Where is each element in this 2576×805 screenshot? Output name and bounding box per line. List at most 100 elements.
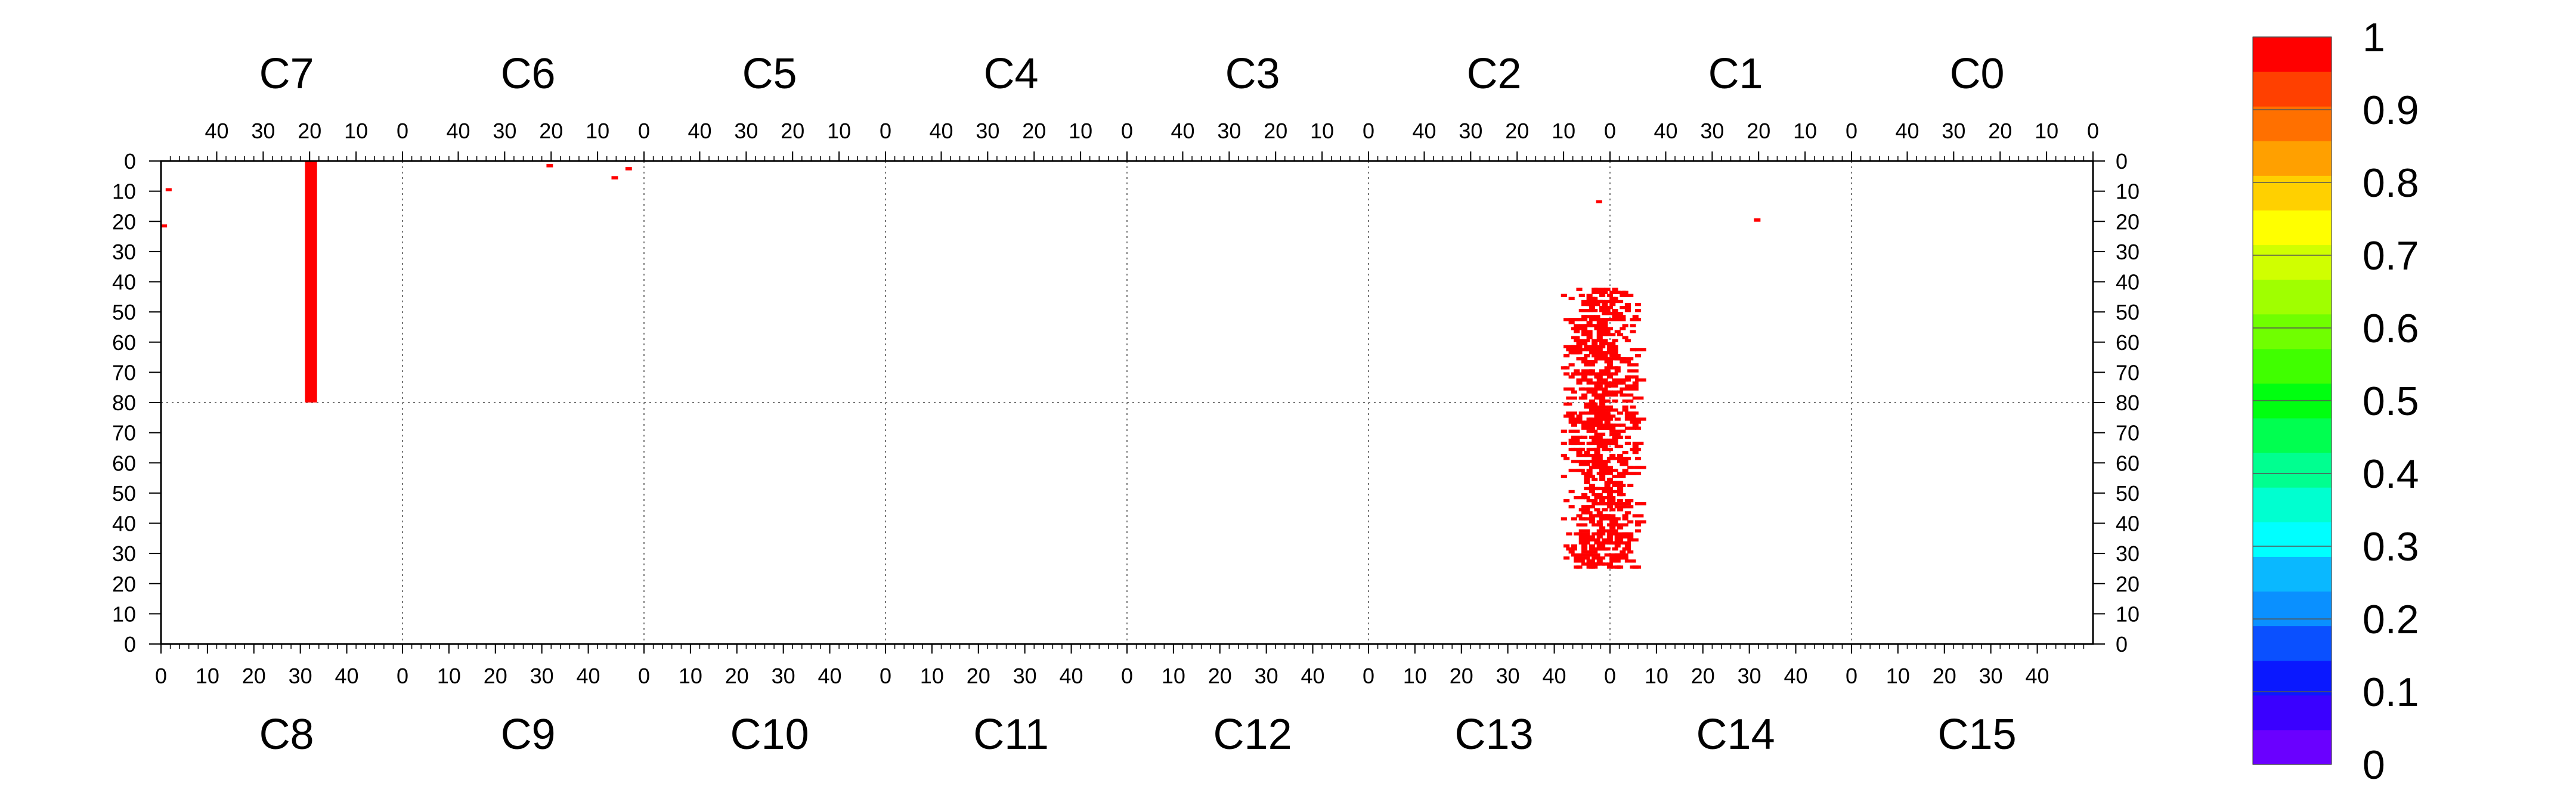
y-tick-label-left: 0 xyxy=(124,149,136,174)
hit-pixel xyxy=(1609,526,1616,530)
hit-pixel xyxy=(1632,441,1644,445)
hit-pixel xyxy=(1563,544,1570,548)
colorbar-segment xyxy=(2253,626,2332,661)
hit-pixel xyxy=(1571,544,1578,548)
hit-pixel xyxy=(1568,490,1575,494)
hit-pixel xyxy=(1581,375,1588,379)
x-tick-label-top: 0 xyxy=(1846,119,1857,143)
y-tick-label-right: 80 xyxy=(2116,391,2140,415)
colorbar-label: 0.4 xyxy=(2363,451,2419,497)
y-tick-label-left: 10 xyxy=(112,602,136,626)
hit-pixel xyxy=(1592,339,1598,343)
hit-pixel xyxy=(1599,544,1606,548)
hit-pixel xyxy=(611,176,618,179)
hit-pixel xyxy=(1604,390,1611,394)
hit-pixel xyxy=(1624,544,1631,548)
hit-pixel xyxy=(1624,532,1631,536)
x-tick-label-bottom: 0 xyxy=(1121,664,1133,688)
x-tick-label-top: 40 xyxy=(1171,119,1194,143)
hit-pixel xyxy=(1584,556,1590,560)
hit-pixel xyxy=(1571,390,1578,394)
x-tick-label-top: 10 xyxy=(586,119,609,143)
hit-pixel xyxy=(1561,517,1567,521)
hit-pixel xyxy=(1592,405,1603,409)
hit-pixel xyxy=(1578,469,1585,472)
x-tick-label-bottom: 0 xyxy=(1604,664,1616,688)
hit-pixel xyxy=(1584,475,1595,478)
hit-pixel xyxy=(1604,420,1611,424)
hit-pixel xyxy=(1612,490,1618,494)
colorbar-segment xyxy=(2253,522,2332,557)
hit-pixel xyxy=(1584,538,1590,542)
hit-pixel xyxy=(1609,496,1616,500)
chip-label-bottom: C11 xyxy=(973,711,1049,758)
hit-pixel xyxy=(1614,502,1626,506)
x-tick-label-top: 20 xyxy=(1988,119,2012,143)
hit-pixel xyxy=(1596,339,1603,343)
hit-pixel xyxy=(1604,484,1611,488)
x-tick-label-bottom: 30 xyxy=(1496,664,1520,688)
hit-pixel xyxy=(1614,517,1621,521)
x-tick-label-top: 30 xyxy=(493,119,516,143)
hit-pixel xyxy=(1568,417,1575,421)
hit-pixel xyxy=(1576,287,1583,291)
hit-pixel xyxy=(1594,496,1606,500)
hit-pixel xyxy=(1589,535,1595,539)
hit-pixel xyxy=(1602,426,1608,430)
hit-pixel xyxy=(1568,296,1575,301)
hit-pixel xyxy=(1594,411,1606,415)
hit-pixel xyxy=(1606,393,1618,397)
hit-pixel xyxy=(1581,472,1588,475)
x-tick-label-top: 10 xyxy=(344,119,368,143)
hit-pixel xyxy=(1566,402,1572,406)
x-tick-label-top: 0 xyxy=(1121,119,1133,143)
x-tick-label-bottom: 0 xyxy=(1846,664,1857,688)
hit-pixel xyxy=(1561,475,1567,478)
x-tick-label-bottom: 10 xyxy=(1162,664,1185,688)
hit-pixel xyxy=(1581,426,1588,430)
x-tick-label-top: 30 xyxy=(976,119,999,143)
hit-pixel xyxy=(1581,369,1593,373)
hit-pixel xyxy=(1627,484,1634,488)
colorbar-segment xyxy=(2253,244,2332,280)
grid-layer xyxy=(161,161,2093,644)
hit-pixel xyxy=(1622,553,1628,557)
hit-pixel xyxy=(1599,438,1611,442)
hit-pixel xyxy=(1606,375,1613,379)
x-tick-label-bottom: 20 xyxy=(1933,664,1956,688)
hit-pixel xyxy=(1563,556,1570,560)
hit-pixel xyxy=(1599,414,1611,418)
hit-pixel xyxy=(1576,565,1583,569)
x-tick-label-bottom: 40 xyxy=(1060,664,1083,688)
hit-pixel xyxy=(1589,441,1595,445)
hit-pixel xyxy=(1599,342,1606,346)
hit-pixel xyxy=(1609,523,1616,527)
hit-pixel xyxy=(1612,309,1618,312)
hit-pixel xyxy=(1576,414,1583,418)
hit-pixel xyxy=(1599,402,1606,406)
hit-pixel xyxy=(1622,293,1634,298)
colorbar-segment xyxy=(2253,210,2332,246)
hit-pixel xyxy=(1627,363,1639,367)
hit-pixel xyxy=(1622,517,1628,521)
hit-pixel xyxy=(1596,511,1603,515)
hit-pixel xyxy=(1630,330,1636,333)
hit-pixel xyxy=(1586,293,1593,298)
hit-pixel xyxy=(1622,451,1628,454)
y-tick-label-right: 0 xyxy=(2116,149,2128,174)
x-tick-label-bottom: 20 xyxy=(725,664,749,688)
hit-pixel xyxy=(1620,457,1631,460)
hit-pixel xyxy=(1604,399,1611,403)
x-tick-label-bottom: 20 xyxy=(1691,664,1715,688)
hit-pixel xyxy=(1630,324,1636,327)
x-tick-label-top: 40 xyxy=(688,119,711,143)
hit-pixel xyxy=(1584,454,1595,457)
colorbar-segment xyxy=(2253,141,2332,176)
x-tick-label-top: 20 xyxy=(781,119,804,143)
hit-pixel xyxy=(1571,345,1578,349)
chip-label-bottom: C8 xyxy=(259,711,314,758)
colorbar-segment xyxy=(2253,72,2332,107)
hit-pixel xyxy=(1602,447,1613,451)
x-tick-label-bottom: 40 xyxy=(335,664,359,688)
hit-pixel xyxy=(1586,499,1593,503)
